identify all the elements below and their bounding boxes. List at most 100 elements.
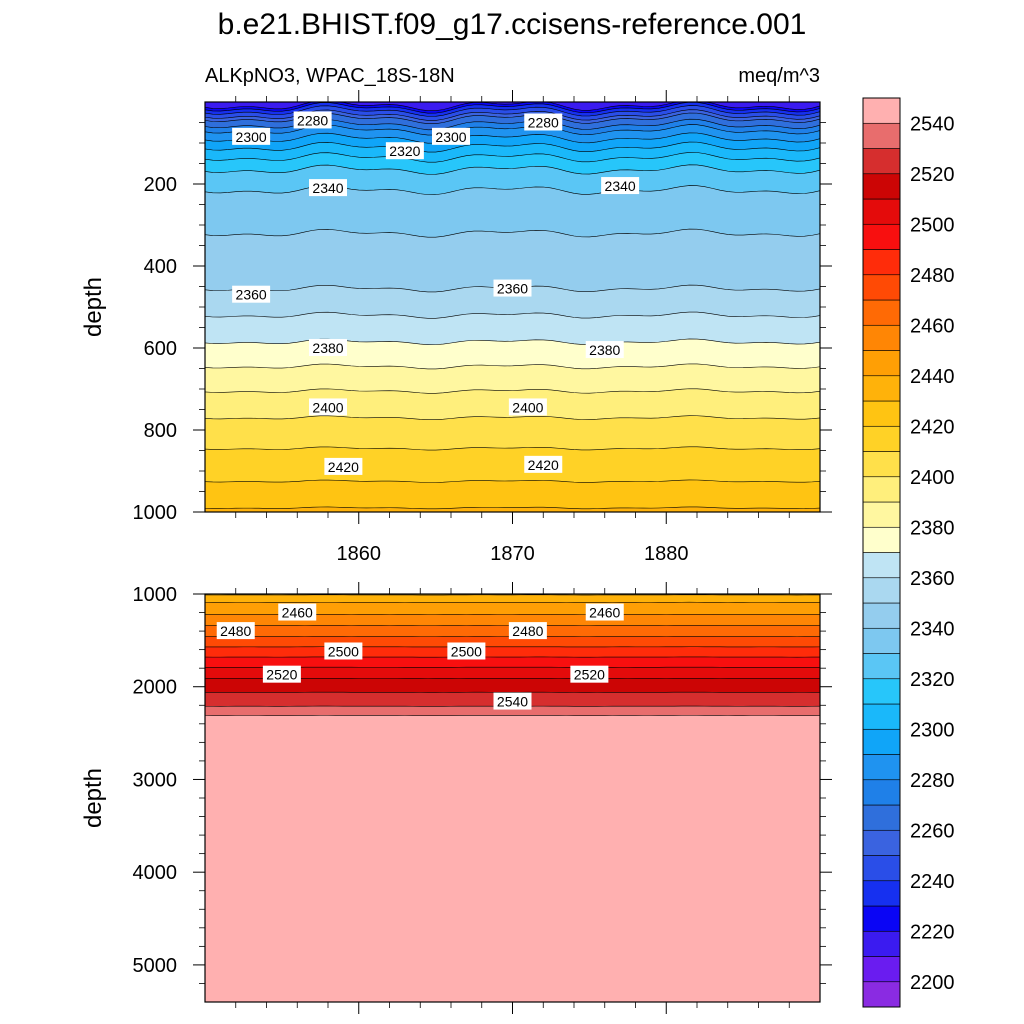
colorbar-label: 2460	[910, 315, 955, 337]
contour-label-text: 2280	[528, 115, 559, 131]
contour-label-box	[309, 398, 347, 416]
colorbar-box	[862, 653, 901, 680]
colorbar-box	[862, 324, 901, 351]
contour-label: 2520	[570, 665, 609, 683]
contour-label-text: 2400	[312, 399, 343, 415]
colorbar-box	[862, 425, 901, 452]
contour-label: 2360	[232, 285, 271, 303]
colorbar-label: 2380	[910, 517, 955, 539]
contour-label-text: 2500	[451, 643, 482, 659]
contour-label: 2280	[524, 113, 563, 131]
contour-label-box	[262, 665, 301, 683]
colorbar-label: 2340	[910, 618, 955, 640]
colorbar-box	[862, 855, 901, 882]
colorbar-box	[862, 97, 901, 124]
contour-label-box	[309, 179, 347, 197]
colorbar-label: 2260	[910, 820, 955, 842]
contour-line	[205, 363, 820, 370]
contour-label: 2460	[278, 603, 317, 621]
colorbar-box	[862, 122, 901, 149]
lower-panel: 1000 2000 3000 4000 5000 depth 2460 2460 2480 248…	[80, 582, 832, 1014]
contour-label-box	[232, 285, 271, 303]
colorbar-label: 2360	[910, 568, 955, 590]
contour-label-text: 2340	[312, 180, 343, 196]
contour-label-text: 2420	[328, 459, 359, 475]
colorbar-label: 2200	[910, 972, 955, 994]
colorbar-box	[862, 754, 901, 781]
contour-label-text: 2520	[574, 667, 605, 683]
contour-label-text: 2280	[297, 112, 328, 128]
contour-label-box	[432, 127, 470, 145]
colorbar-box	[862, 476, 901, 503]
contour-label-box	[585, 603, 624, 621]
colorbar-box	[862, 375, 901, 402]
contour-label: 2540	[493, 692, 532, 710]
contour-label-text: 2360	[236, 287, 267, 303]
y-axis-label: depth	[80, 768, 107, 828]
colorbar-label: 2440	[910, 366, 955, 388]
contour-line	[205, 415, 820, 420]
contour-label: 2460	[585, 603, 624, 621]
contour-label: 2380	[309, 339, 347, 356]
colorbar-box	[862, 526, 901, 553]
contour-line	[205, 105, 820, 117]
colorbar-box	[862, 274, 901, 301]
contour-label: 2340	[309, 179, 347, 197]
colorbar-label: 2320	[910, 669, 955, 691]
contour-line	[205, 102, 820, 112]
colorbar-box	[862, 930, 901, 957]
contour-label: 2420	[524, 455, 563, 473]
colorbar-box	[862, 829, 901, 856]
upper-panel: 1860 1870 1880 200 400 600 800 1000 depth 2280 228…	[80, 90, 832, 565]
contour-label-text: 2380	[312, 340, 343, 356]
contour-label-text: 2480	[220, 623, 251, 639]
contour-fills	[205, 594, 820, 1002]
colorbar-box	[862, 350, 901, 377]
colorbar-label: 2500	[910, 214, 955, 236]
colorbar-box	[862, 880, 901, 907]
contour-label: 2300	[432, 127, 470, 145]
contour-line	[205, 141, 820, 153]
contour-label-box	[508, 398, 547, 416]
contour-fills	[205, 102, 820, 512]
contour-label-text: 2500	[328, 643, 359, 659]
contour-label: 2400	[508, 398, 547, 416]
colorbar-box	[862, 602, 901, 629]
contour-label-box	[385, 142, 424, 160]
colorbar-label: 2520	[910, 164, 955, 186]
contour-label-text: 2540	[497, 694, 528, 710]
contour-label: 2500	[324, 642, 363, 660]
colorbar-box	[862, 451, 901, 478]
colorbar-label: 2240	[910, 871, 955, 893]
contour-line	[205, 132, 820, 144]
y-tick-label: 1000	[133, 502, 178, 524]
colorbar-label: 2420	[910, 416, 955, 438]
colorbar-box	[862, 299, 901, 326]
right-subtitle: meq/m^3	[738, 65, 820, 87]
contour-label: 2280	[293, 111, 332, 129]
x-tick-label: 1870	[490, 543, 535, 565]
contour-line	[205, 102, 820, 114]
y-tick-label: 600	[144, 338, 177, 360]
colorbar-box	[862, 400, 901, 427]
y-tick-label: 5000	[133, 955, 178, 977]
contour-line	[205, 388, 820, 394]
colorbar-frame	[862, 97, 901, 1008]
contour-label-text: 2340	[605, 178, 636, 194]
contour-line	[205, 311, 820, 319]
contour-label-text: 2320	[389, 143, 420, 159]
colorbar-box	[862, 728, 901, 755]
colorbar-box	[862, 198, 901, 225]
colorbar-box	[862, 249, 901, 276]
contour-label-box	[232, 127, 271, 145]
y-tick-label: 200	[144, 174, 177, 196]
contour-label: 2480	[216, 622, 255, 640]
contour-label-box	[309, 339, 347, 356]
contour-label-box	[447, 642, 486, 660]
contour-label-text: 2400	[512, 399, 543, 415]
contour-label-box	[601, 177, 640, 195]
contour-label-box	[493, 692, 532, 710]
contour-label-text: 2480	[512, 623, 543, 639]
colorbar-label: 2280	[910, 770, 955, 792]
